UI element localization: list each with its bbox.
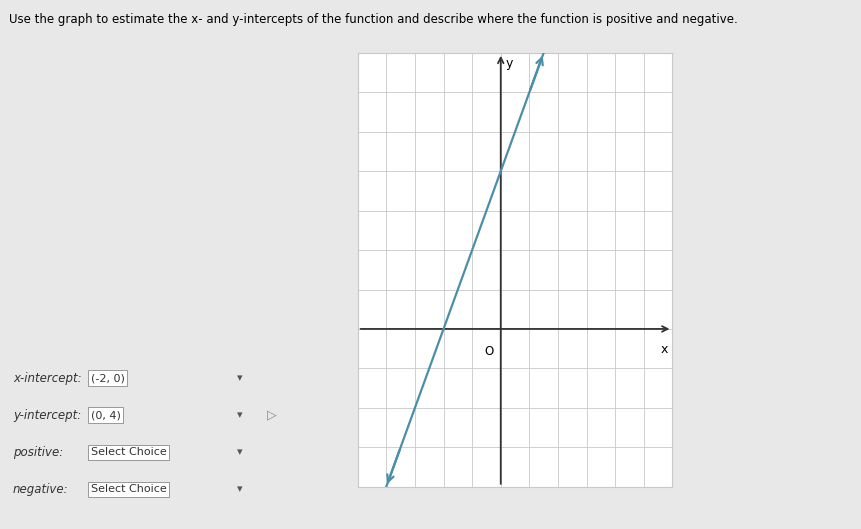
Text: ▷: ▷ — [267, 409, 276, 422]
Text: (0, 4): (0, 4) — [90, 411, 121, 420]
Text: Use the graph to estimate the x- and y-intercepts of the function and describe w: Use the graph to estimate the x- and y-i… — [9, 13, 736, 26]
Text: y-intercept:: y-intercept: — [13, 409, 81, 422]
Text: positive:: positive: — [13, 446, 63, 459]
Text: (-2, 0): (-2, 0) — [90, 373, 124, 383]
Text: negative:: negative: — [13, 483, 69, 496]
Text: ▾: ▾ — [237, 411, 243, 420]
Text: ▾: ▾ — [237, 448, 243, 457]
Text: x-intercept:: x-intercept: — [13, 372, 82, 385]
Text: x: x — [660, 343, 667, 355]
Text: ▾: ▾ — [237, 373, 243, 383]
Text: ▾: ▾ — [237, 485, 243, 494]
Text: O: O — [484, 345, 493, 358]
Text: Select Choice: Select Choice — [90, 448, 166, 457]
Text: Select Choice: Select Choice — [90, 485, 166, 494]
Text: y: y — [505, 57, 512, 70]
